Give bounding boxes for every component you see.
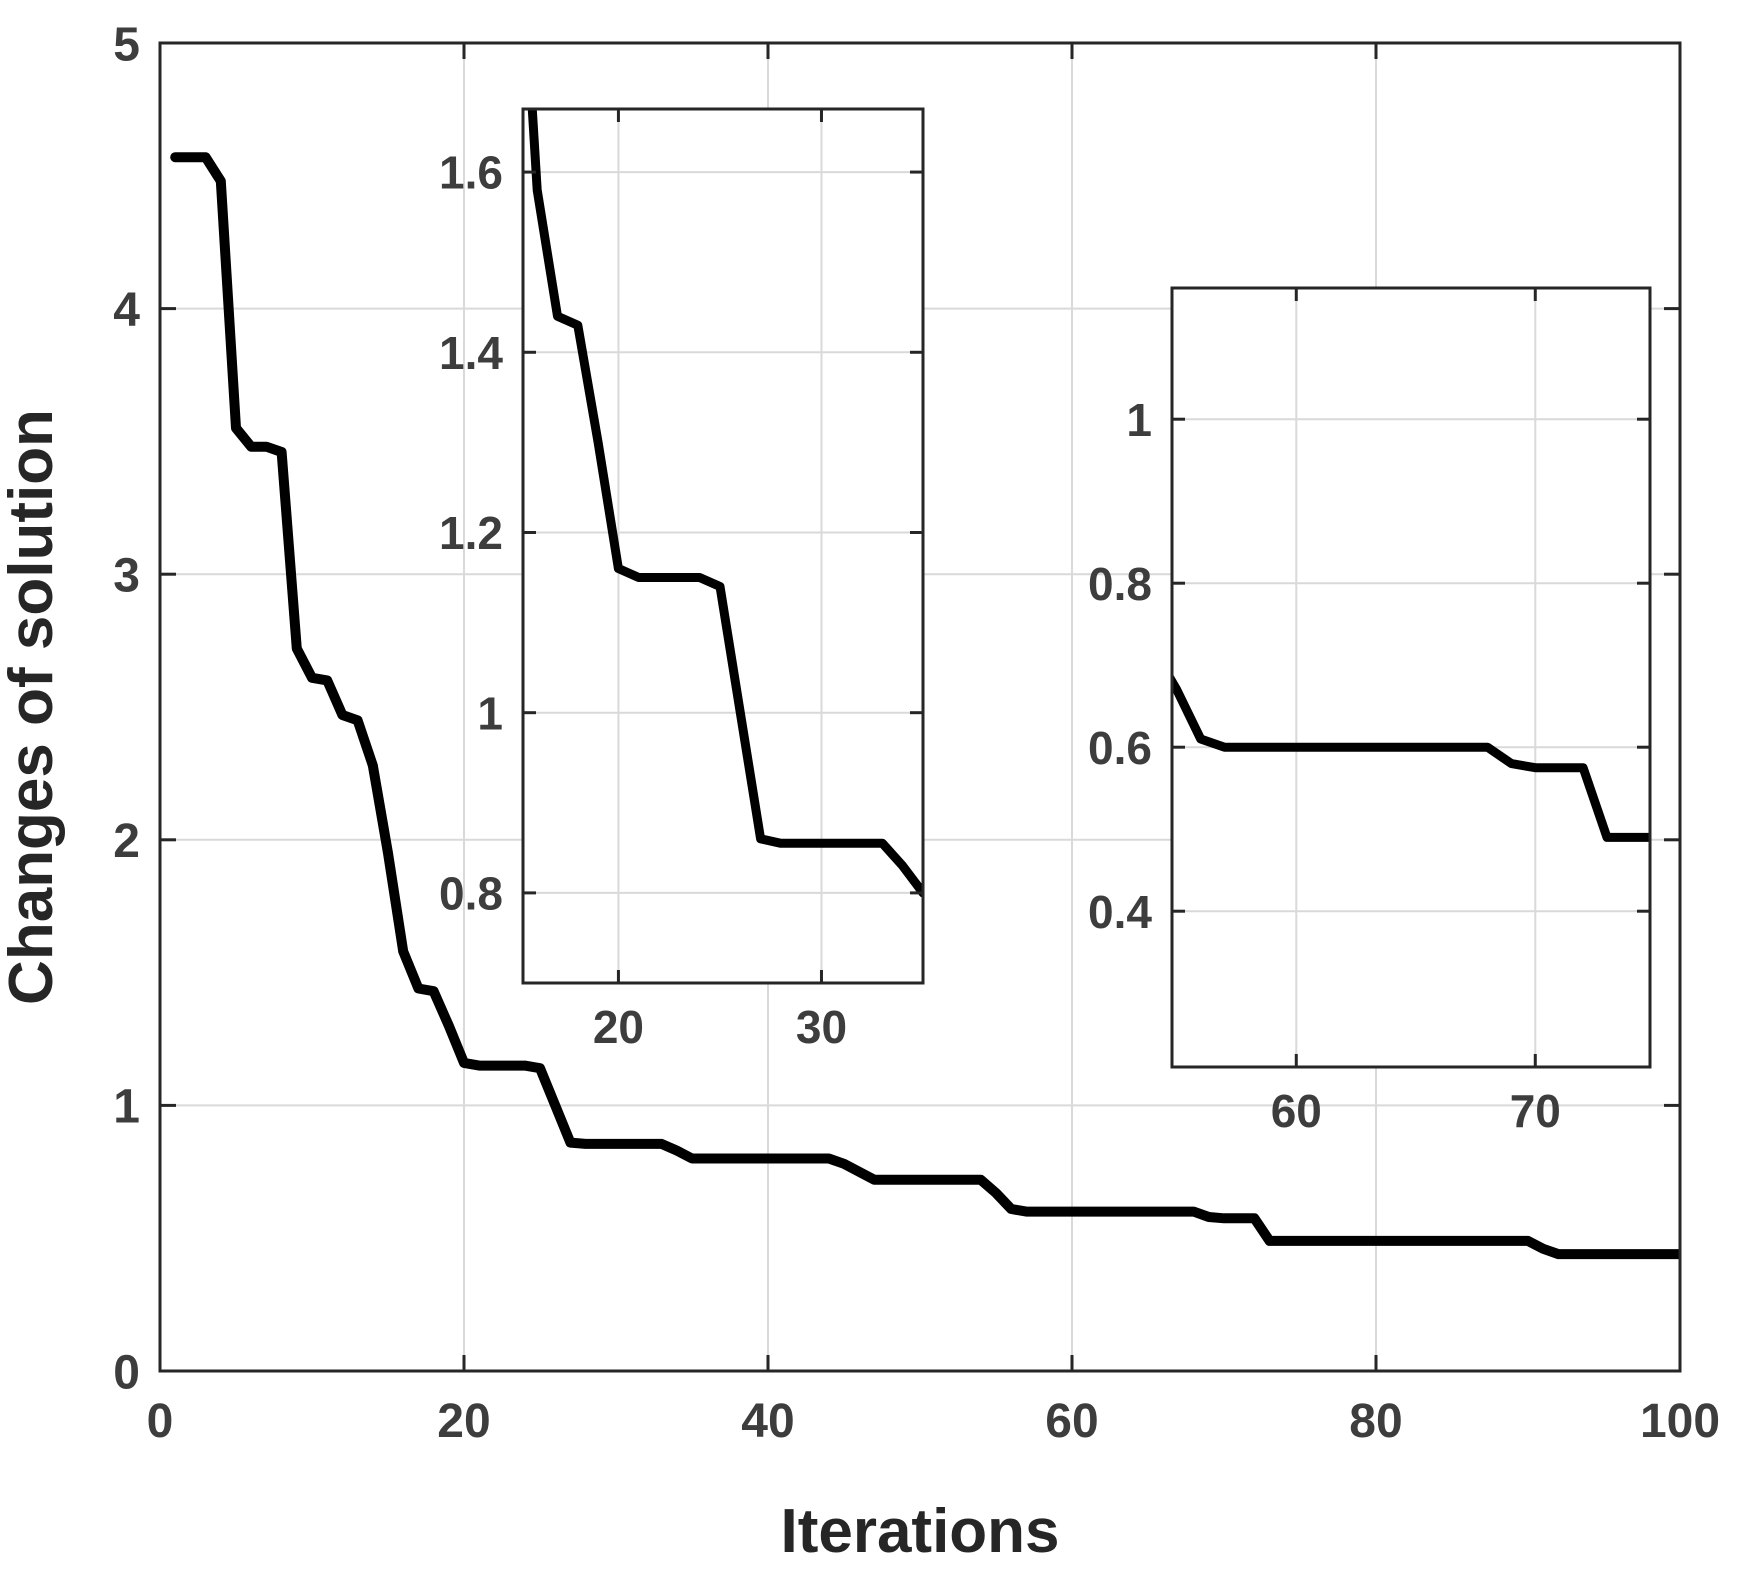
main-plot-axes-box: [158, 41, 1682, 1373]
x-tick-label: 70: [1510, 1085, 1561, 1137]
y-tick-label: 3: [113, 549, 140, 602]
x-tick-label: 0: [147, 1395, 174, 1448]
y-tick-label: 2: [113, 815, 140, 868]
y-tick-label: 1.6: [439, 147, 503, 199]
inset-zoom-iterations-15-35-axes-box: [521, 107, 925, 985]
y-tick-label: 0: [113, 1346, 140, 1399]
x-tick-label: 40: [741, 1395, 794, 1448]
x-axis-title: Iterations: [780, 1497, 1059, 1566]
x-tick-label: 20: [593, 1001, 644, 1053]
inset-zoom-iterations-55-75-background: [1172, 288, 1650, 1067]
inset-zoom-iterations-15-35: 20 30 0.8 1 1.2 1.4 1.6: [439, 107, 925, 1053]
y-tick-label: 1.2: [439, 507, 503, 559]
y-tick-label: 0.6: [1088, 722, 1152, 774]
y-tick-label: 1: [113, 1081, 140, 1134]
x-tick-label: 20: [437, 1395, 490, 1448]
x-tick-label: 100: [1640, 1395, 1720, 1448]
x-tick-label: 30: [796, 1001, 847, 1053]
y-tick-label: 4: [113, 284, 140, 337]
x-tick-label: 80: [1349, 1395, 1402, 1448]
y-tick-label: 1.4: [439, 327, 503, 379]
inset-zoom-iterations-55-75-axes-box: [1170, 286, 1652, 1069]
y-tick-label: 1: [1126, 394, 1152, 446]
y-axis-title: Changes of solution: [0, 409, 66, 1005]
x-tick-label: 60: [1045, 1395, 1098, 1448]
inset-zoom-iterations-15-35-data-line: [527, 109, 923, 898]
inset-zoom-iterations-15-35-background: [523, 109, 923, 983]
y-tick-label: 0.8: [439, 867, 503, 919]
y-tick-label: 1: [477, 687, 503, 739]
x-tick-label: 60: [1271, 1085, 1322, 1137]
y-tick-label: 5: [113, 18, 140, 71]
inset-zoom-iterations-55-75: 60 70 0.4 0.6 0.8 1: [1088, 286, 1652, 1137]
chart-generated-content: 0 20 40 60 80 100 0 1 2 3 4 5 20 30 0.8 1 1.2 1.4 1.6 60 70 0…: [113, 18, 1720, 1448]
y-tick-label: 0.8: [1088, 558, 1152, 610]
y-tick-label: 0.4: [1088, 886, 1152, 938]
main-plot-data-line: [170, 152, 1680, 1260]
